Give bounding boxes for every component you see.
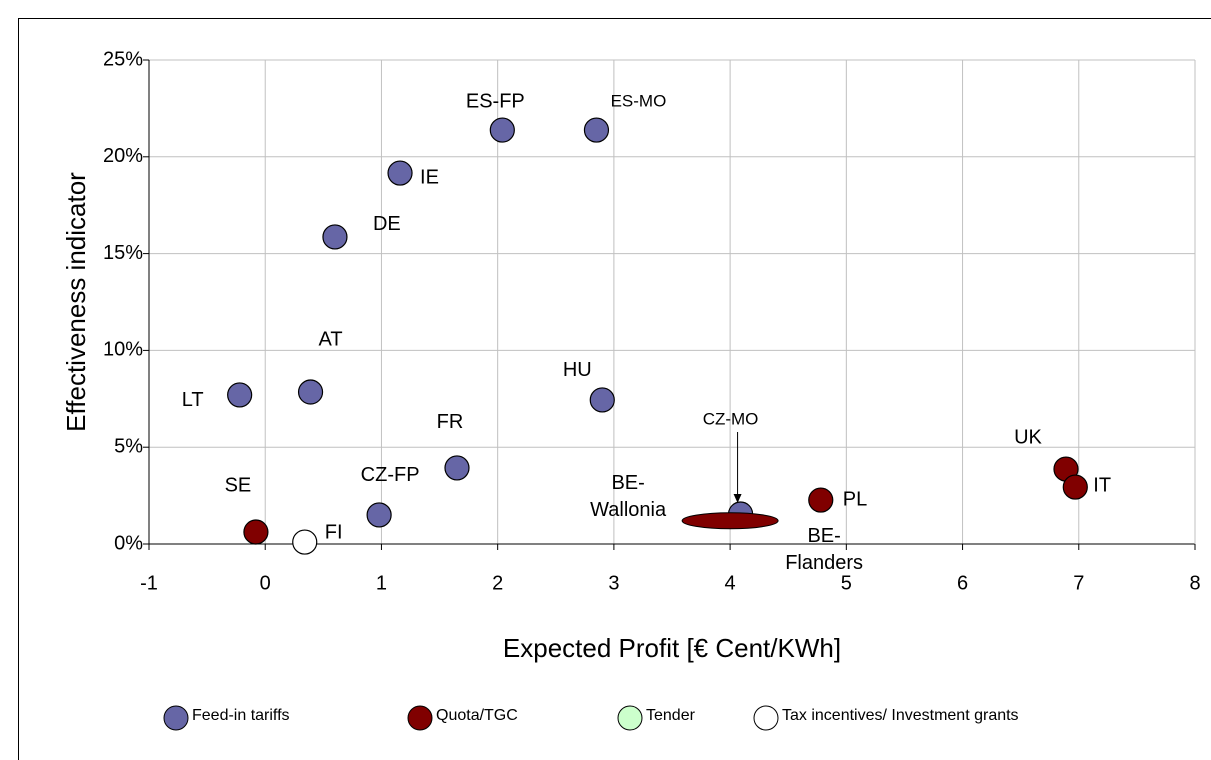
point-label: CZ-MO bbox=[703, 409, 759, 428]
plot-area bbox=[149, 60, 1195, 544]
point bbox=[444, 455, 470, 481]
point bbox=[292, 529, 318, 555]
point bbox=[682, 513, 778, 529]
point bbox=[387, 160, 413, 186]
point-label: FI bbox=[325, 521, 343, 543]
point bbox=[243, 519, 269, 545]
y-tick-label: 0% bbox=[114, 532, 143, 554]
point-label: BE-Wallonia bbox=[590, 472, 667, 521]
point bbox=[589, 387, 615, 413]
x-tick-label: 0 bbox=[260, 572, 271, 594]
x-tick-label: 2 bbox=[492, 572, 503, 594]
x-tick-label: 5 bbox=[841, 572, 852, 594]
legend-label: Tax incentives/ Investment grants bbox=[782, 707, 1019, 724]
x-tick-label: 6 bbox=[957, 572, 968, 594]
point-label: ES-FP bbox=[466, 90, 525, 112]
point bbox=[227, 382, 253, 408]
point-label: FR bbox=[437, 411, 464, 433]
chart-border bbox=[18, 18, 1211, 760]
legend-label: Tender bbox=[646, 707, 696, 724]
x-tick-label: 4 bbox=[725, 572, 736, 594]
point bbox=[681, 512, 779, 530]
point-label: CZ-FP bbox=[361, 464, 420, 486]
x-tick-label: 1 bbox=[376, 572, 387, 594]
point-label: HU bbox=[563, 359, 592, 381]
x-tick-label: 8 bbox=[1189, 572, 1200, 594]
point-label: AT bbox=[319, 328, 343, 350]
legend-label: Feed-in tariffs bbox=[192, 707, 290, 724]
point-label: SE bbox=[225, 474, 252, 496]
y-axis-title: Effectiveness indicator bbox=[61, 172, 91, 432]
y-tick-label: 20% bbox=[103, 145, 143, 167]
point bbox=[366, 502, 392, 528]
legend-marker bbox=[407, 705, 433, 731]
point-label: ES-MO bbox=[611, 92, 667, 111]
annotation-arrowhead bbox=[733, 493, 742, 503]
x-axis-title: Expected Profit [€ Cent/KWh] bbox=[503, 633, 841, 663]
x-tick-label: 3 bbox=[608, 572, 619, 594]
point-label: LT bbox=[182, 389, 204, 411]
x-tick-label: 7 bbox=[1073, 572, 1084, 594]
point-label: PL bbox=[843, 488, 867, 510]
point bbox=[297, 379, 324, 405]
point-label: IE bbox=[420, 166, 439, 188]
point bbox=[489, 117, 515, 143]
point bbox=[1062, 474, 1088, 500]
point-label: IT bbox=[1093, 474, 1111, 496]
legend-marker bbox=[163, 705, 189, 731]
legend-label: Quota/TGC bbox=[436, 707, 518, 724]
legend-marker bbox=[617, 705, 643, 731]
y-tick-label: 10% bbox=[103, 339, 143, 361]
y-tick-label: 25% bbox=[103, 48, 143, 70]
point-label: UK bbox=[1014, 426, 1042, 448]
legend-marker bbox=[753, 705, 779, 731]
point-label: BE-Flanders bbox=[785, 525, 863, 574]
point-label: DE bbox=[373, 213, 401, 235]
y-tick-label: 5% bbox=[114, 435, 143, 457]
x-tick-label: -1 bbox=[140, 572, 158, 594]
point bbox=[322, 224, 348, 250]
y-tick-label: 15% bbox=[103, 242, 143, 264]
point bbox=[583, 117, 610, 143]
point bbox=[808, 487, 834, 513]
